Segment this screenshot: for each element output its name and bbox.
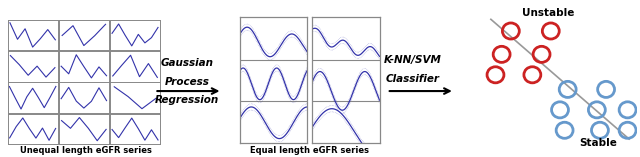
Text: Process: Process — [164, 77, 209, 87]
Text: Unstable: Unstable — [522, 8, 574, 18]
Text: Equal length eGFR series: Equal length eGFR series — [250, 146, 369, 155]
Text: Gaussian: Gaussian — [161, 58, 213, 68]
Text: K-NN/SVM: K-NN/SVM — [384, 55, 442, 65]
Text: Regression: Regression — [155, 95, 219, 106]
Text: Stable: Stable — [579, 138, 618, 148]
Text: Classifier: Classifier — [386, 73, 440, 84]
Text: Unequal length eGFR series: Unequal length eGFR series — [20, 146, 152, 155]
